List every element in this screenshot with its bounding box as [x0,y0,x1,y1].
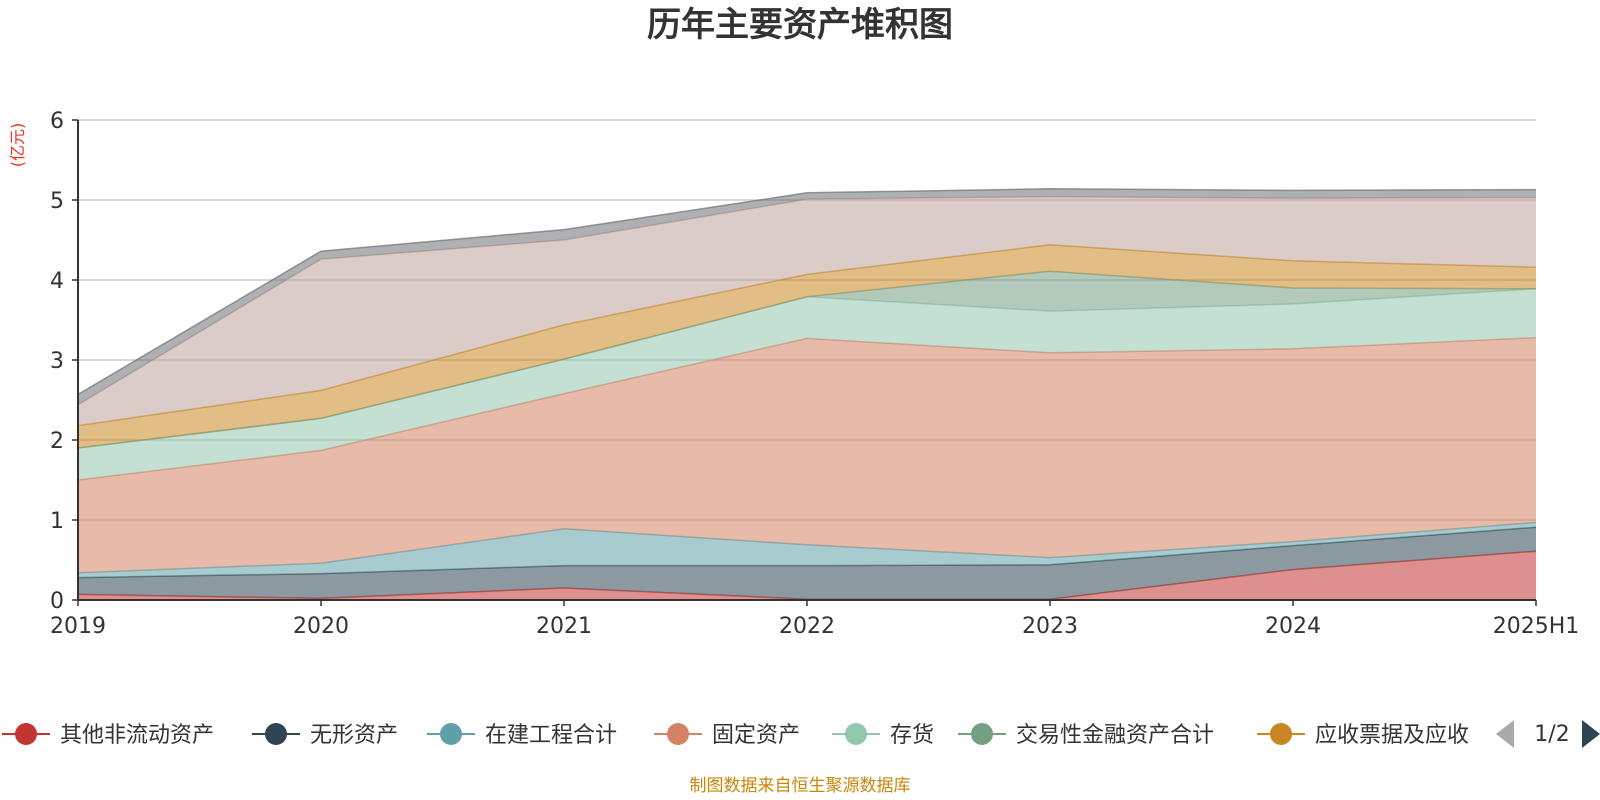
x-tick-label: 2024 [1265,614,1321,639]
legend-item-2[interactable]: 在建工程合计 [427,723,617,748]
y-tick-label: 4 [50,269,64,294]
y-tick-label: 3 [50,349,64,374]
y-tick-label: 0 [50,589,64,614]
legend-label: 在建工程合计 [485,723,617,748]
legend-label: 无形资产 [310,723,398,748]
y-tick-label: 1 [50,509,64,534]
legend-next-page-icon[interactable] [1582,720,1600,748]
legend-marker [845,723,867,745]
legend-item-0[interactable]: 其他非流动资产 [2,723,214,748]
legend-marker [440,723,462,745]
legend-item-6[interactable]: 应收票据及应收 [1257,723,1469,748]
legend-item-1[interactable]: 无形资产 [252,723,398,748]
legend: 其他非流动资产 无形资产 在建工程合计 固定资产 存货 交易性金融资产合计 应收票据及应收 1… [2,720,1600,748]
x-tick-label: 2021 [536,614,592,639]
y-axis-unit-label: (亿元) [8,123,27,168]
area-edge-8 [77,188,1537,396]
legend-label: 存货 [890,723,934,748]
area-series-2 [78,522,1536,578]
legend-marker [971,723,993,745]
area-series-8 [78,188,1536,405]
legend-label: 其他非流动资产 [60,723,214,748]
x-tick-label: 2023 [1022,614,1078,639]
y-tick-label: 6 [50,109,64,134]
area-series-7 [78,196,1536,426]
legend-label: 交易性金融资产合计 [1016,723,1214,748]
legend-item-5[interactable]: 交易性金融资产合计 [958,723,1214,748]
x-tick-label: 2022 [779,614,835,639]
legend-marker [265,723,287,745]
legend-item-4[interactable]: 存货 [832,723,934,748]
chart-title: 历年主要资产堆积图 [647,5,953,45]
legend-marker [15,723,37,745]
y-tick-label: 2 [50,429,64,454]
legend-label: 应收票据及应收 [1315,723,1469,748]
area-series-0 [78,551,1536,600]
x-tick-label: 2020 [293,614,349,639]
legend-marker [1270,723,1292,745]
x-tick-label: 2025H1 [1493,614,1580,639]
area-series-4 [78,288,1536,480]
x-tick-label: 2019 [50,614,106,639]
legend-prev-page-icon[interactable] [1496,720,1514,748]
area-series-group [77,188,1537,600]
area-series-6 [78,244,1536,448]
legend-label: 固定资产 [712,723,800,748]
legend-marker [667,723,689,745]
y-tick-label: 5 [50,189,64,214]
legend-item-3[interactable]: 固定资产 [654,723,800,748]
legend-pagination: 1/2 [1496,720,1600,748]
area-series-1 [78,527,1536,600]
area-series-3 [78,337,1536,573]
axes: 0 1 2 3 4 5 6 2019 2020 2021 2022 2023 2024 2025H1 [50,109,1579,639]
legend-page-indicator: 1/2 [1534,722,1569,747]
footer-source-note: 制图数据来自恒生聚源数据库 [690,776,911,796]
